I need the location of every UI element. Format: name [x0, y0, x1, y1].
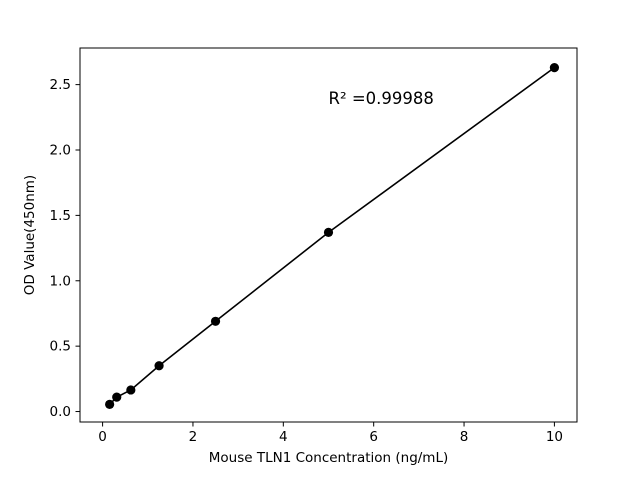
x-tick-label: 10 — [546, 429, 563, 445]
data-point — [210, 316, 221, 326]
x-tick-label: 2 — [189, 429, 198, 445]
r-squared-annotation: R² =0.99988 — [329, 89, 434, 108]
x-tick-label: 8 — [460, 429, 469, 445]
data-point — [549, 63, 560, 73]
x-axis-label: Mouse TLN1 Concentration (ng/mL) — [209, 450, 449, 466]
y-tick-label: 1.0 — [50, 273, 71, 289]
x-tick-label: 6 — [369, 429, 378, 445]
y-tick-label: 2.0 — [50, 143, 71, 159]
data-point — [105, 399, 115, 409]
plot-border — [79, 47, 578, 423]
y-tick-label: 2.5 — [50, 77, 71, 93]
data-point — [126, 385, 136, 395]
y-tick-label: 0.5 — [50, 339, 71, 355]
x-tick-label: 0 — [98, 429, 107, 445]
data-point — [154, 361, 164, 371]
data-point — [112, 392, 122, 402]
y-tick-label: 0.0 — [50, 404, 71, 420]
data-point — [323, 227, 334, 237]
x-tick-label: 4 — [279, 429, 288, 445]
y-axis-label: OD Value(450nm) — [22, 175, 38, 295]
y-tick-label: 1.5 — [50, 208, 71, 224]
